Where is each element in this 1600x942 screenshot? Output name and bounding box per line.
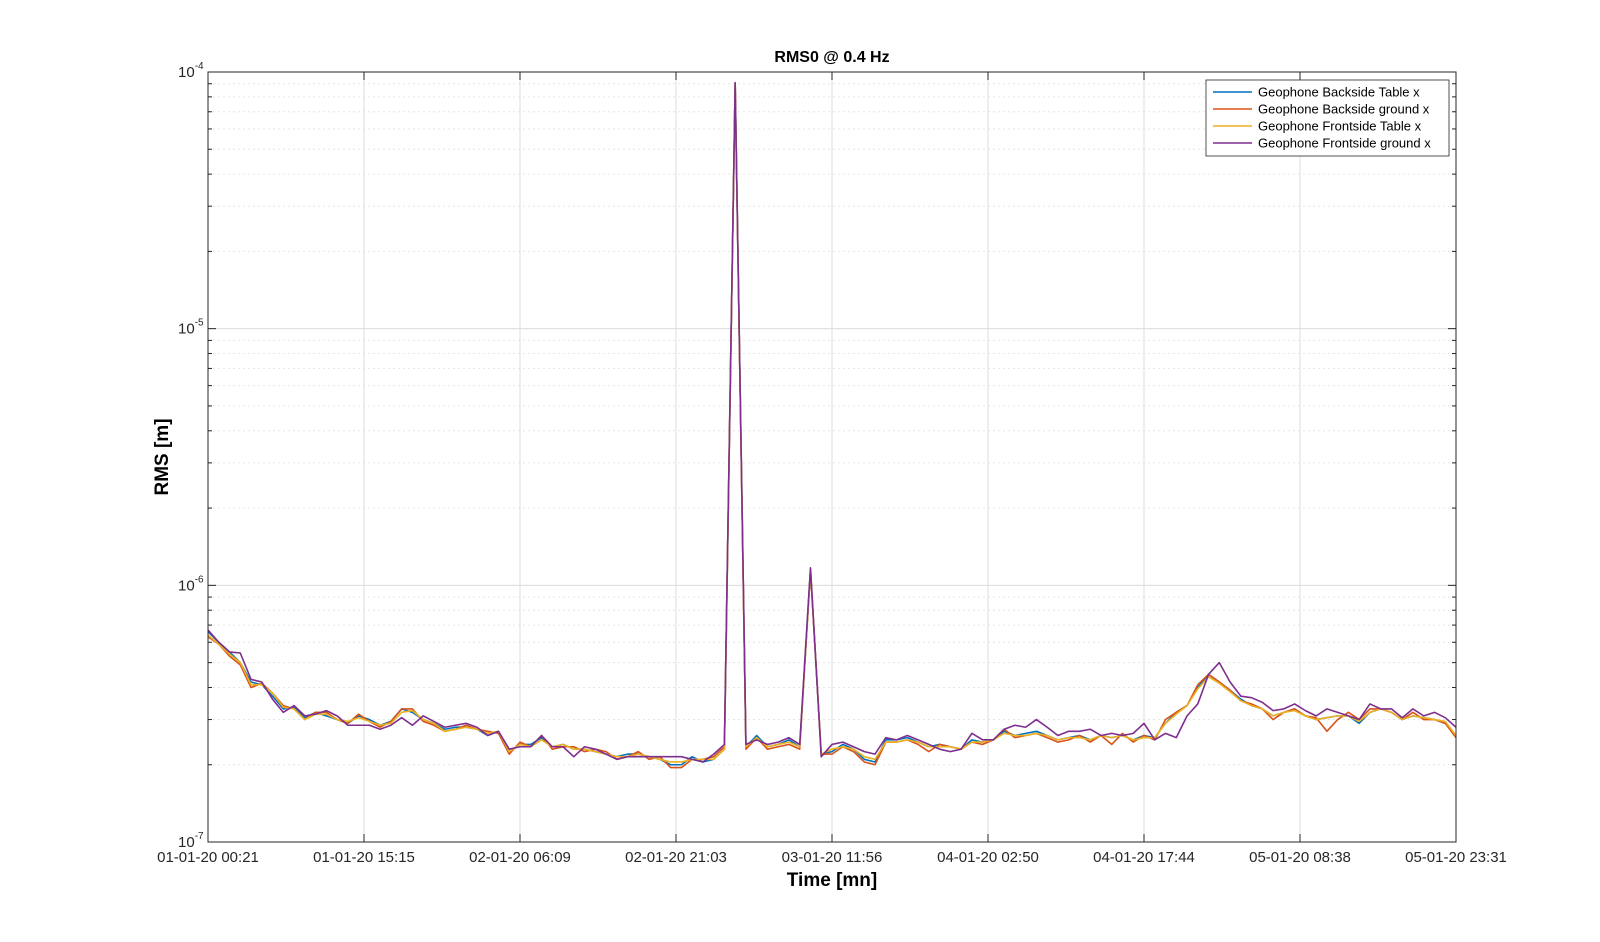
x-axis-label: Time [mn]	[787, 870, 877, 891]
legend-items: Geophone Backside Table x Geophone Backsi…	[1213, 85, 1431, 151]
series-line-4	[207, 81, 1457, 763]
legend-label-4: Geophone Frontside ground x	[1258, 136, 1431, 151]
x-tick-labels: 01-01-20 00:21 01-01-20 15:15 02-01-20 06:…	[157, 849, 1507, 866]
y-axis-label: RMS [m]	[152, 418, 173, 495]
x-tick-label: 02-01-20 21:03	[625, 849, 727, 866]
legend: Geophone Backside Table x Geophone Backsi…	[1205, 79, 1450, 157]
x-tick-label: 03-01-20 11:56	[782, 849, 883, 866]
legend-label-1: Geophone Backside Table x	[1258, 85, 1420, 100]
x-tick-label: 05-01-20 23:31	[1405, 849, 1507, 866]
y-tick-label: 10-5	[178, 318, 204, 338]
legend-label-3: Geophone Frontside Table x	[1258, 119, 1422, 134]
chart-title: RMS0 @ 0.4 Hz	[774, 49, 889, 66]
plot-frame	[207, 71, 1457, 843]
y-tick-label: 10-4	[178, 61, 204, 81]
x-tick-label: 04-01-20 02:50	[937, 849, 1039, 866]
legend-label-2: Geophone Backside ground x	[1258, 102, 1430, 117]
x-tick-label: 01-01-20 00:21	[157, 849, 259, 866]
series-layer	[207, 81, 1457, 769]
x-tick-label: 04-01-20 17:44	[1093, 849, 1195, 866]
series-line-3	[207, 82, 1457, 763]
x-tick-label: 01-01-20 15:15	[313, 849, 415, 866]
x-tick-label: 05-01-20 08:38	[1249, 849, 1351, 866]
x-tick-label: 02-01-20 06:09	[469, 849, 571, 866]
y-tick-label: 10-7	[178, 831, 204, 851]
y-tick-labels: 10-7 10-6 10-5 10-4	[178, 61, 204, 851]
y-tick-label: 10-6	[178, 574, 204, 594]
